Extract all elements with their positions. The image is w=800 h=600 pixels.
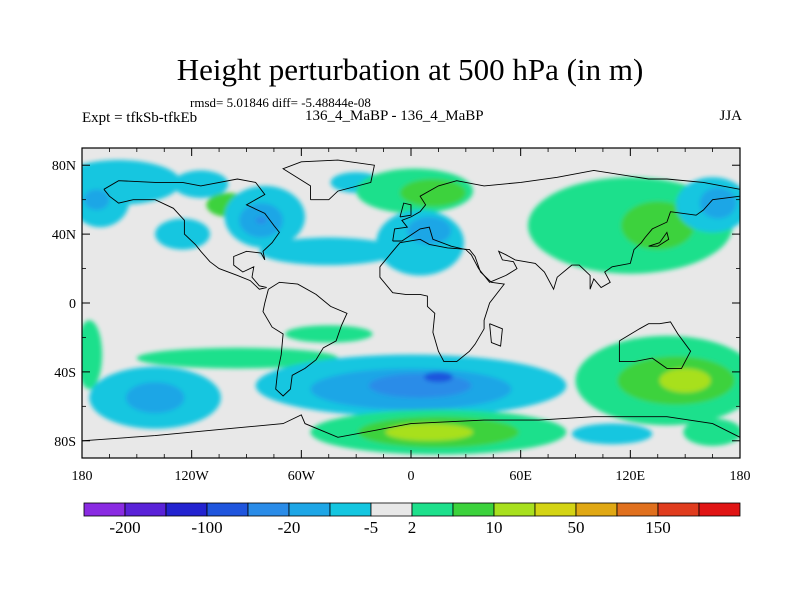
contour-region [83, 189, 110, 211]
x-tick-label: 120E [616, 469, 646, 484]
coastline [82, 414, 740, 442]
contour-region [400, 179, 466, 207]
contour-region [155, 218, 210, 250]
y-tick-label: 80N [52, 159, 76, 174]
colorbar-label: -100 [191, 518, 222, 537]
contour-region [136, 347, 338, 369]
colorbar: -200 -100 -20 -5 2 10 50 150 [83, 502, 741, 537]
coastline [489, 323, 503, 347]
contour-region [284, 325, 373, 343]
contour-region [385, 423, 474, 441]
colorbar-label: -200 [109, 518, 140, 537]
colorbar-label: -20 [278, 518, 301, 537]
colorbar-box [83, 502, 126, 517]
y-tick-label: 0 [69, 297, 76, 312]
contour-region [173, 170, 229, 198]
x-tick-label: 60W [288, 469, 316, 484]
season-label: JJA [719, 108, 742, 124]
colorbar-box [616, 502, 659, 517]
colorbar-box [288, 502, 331, 517]
contour-region [423, 371, 454, 383]
colorbar-box [657, 502, 700, 517]
colorbar-label: 2 [408, 518, 417, 537]
x-tick-label: 0 [408, 469, 415, 484]
colorbar-box [411, 502, 454, 517]
rmsd-diff-stats: rmsd= 5.01846 diff= -5.48844e-08 [190, 95, 371, 110]
contour-region [125, 382, 185, 414]
contour-region [407, 216, 452, 245]
coastline [103, 178, 280, 290]
coastline [399, 202, 412, 218]
y-tick-label: 80S [54, 435, 76, 450]
contour-region [368, 373, 472, 398]
contour-region [659, 368, 711, 393]
coastline [392, 195, 740, 291]
colorbar-box [493, 502, 536, 517]
colorbar-label: 150 [645, 518, 671, 537]
contour-region [683, 418, 740, 446]
colorbar-box [206, 502, 249, 517]
colorbar-box [329, 502, 372, 517]
x-tick-label: 120W [175, 469, 210, 484]
contour-region [571, 423, 653, 445]
coastline [648, 231, 670, 247]
contour-region [259, 237, 399, 266]
coastline-layer [82, 159, 740, 442]
experiment-label: Expt = tfkSb-tfkEb [82, 110, 198, 126]
x-tick-label: 180 [72, 469, 93, 484]
colorbar-box [534, 502, 577, 517]
x-axis: 180 120W 60W 0 60E 120E 180 [72, 148, 751, 484]
colorbar-label: 50 [568, 518, 585, 537]
y-axis: 80N 40N 0 40S 80S [52, 159, 740, 450]
coastline [392, 169, 740, 242]
colorbar-label: 10 [486, 518, 503, 537]
comparison-label: 136_4_MaBP - 136_4_MaBP [305, 108, 484, 124]
chart-title: Height perturbation at 500 hPa (in m) [176, 52, 644, 87]
coastline [282, 159, 375, 201]
coastline [262, 281, 348, 397]
colorbar-box [452, 502, 495, 517]
colorbar-box [698, 502, 741, 517]
contour-region [699, 187, 737, 219]
x-tick-label: 60E [509, 469, 532, 484]
contour-region [82, 320, 103, 390]
colorbar-box [165, 502, 208, 517]
contour-region [255, 216, 267, 224]
y-tick-label: 40N [52, 228, 76, 243]
contour-fill-layer [82, 160, 740, 455]
colorbar-box [247, 502, 290, 517]
colorbar-box [124, 502, 167, 517]
colorbar-box [575, 502, 618, 517]
y-tick-label: 40S [54, 366, 76, 381]
colorbar-label: -5 [364, 518, 378, 537]
coastline [379, 238, 506, 363]
colorbar-box [370, 502, 413, 517]
coastline [618, 321, 692, 369]
x-tick-label: 180 [730, 469, 751, 484]
contour-region [621, 201, 695, 250]
